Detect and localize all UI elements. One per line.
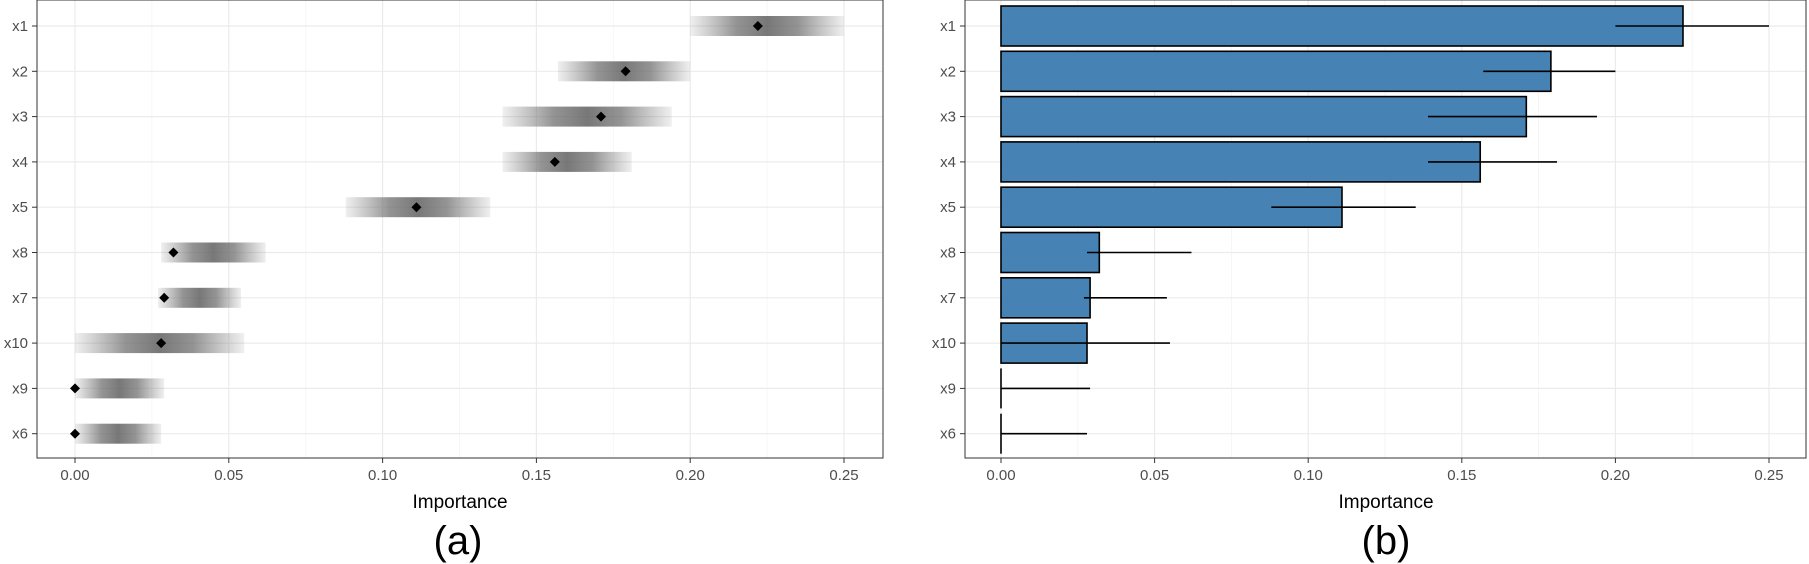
- panel-a-x-axis-title: Importance: [412, 492, 507, 513]
- y-tick-label-x1: x1: [12, 18, 28, 35]
- y-tick-label-x10: x10: [932, 335, 956, 352]
- panel-a-x-tick-labels: 0.00 0.05 0.10 0.15 0.20 0.25: [60, 458, 859, 484]
- x-tick-label: 0.25: [1754, 467, 1783, 484]
- y-tick-label-x9: x9: [12, 380, 28, 397]
- panel-a-y-tick-labels: x1 x2 x3 x4 x5 x8 x7 x10 x9 x6: [4, 18, 37, 443]
- panel-b-frame: [964, 0, 1807, 459]
- point-estimate-x4: [549, 156, 560, 167]
- y-tick-label-x10: x10: [4, 335, 28, 352]
- y-tick-label-x4: x4: [12, 154, 28, 171]
- panel-b-marks: [1000, 5, 1769, 454]
- y-tick-label-x5: x5: [940, 199, 956, 216]
- x-tick-label: 0.20: [676, 467, 705, 484]
- panel-a-marks: [70, 16, 844, 444]
- interval-band-x7: [158, 287, 242, 308]
- panel-b-x-tick-labels: 0.00 0.05 0.10 0.15 0.20 0.25: [986, 458, 1784, 484]
- y-tick-label-x7: x7: [940, 290, 956, 307]
- x-tick-label: 0.25: [829, 467, 858, 484]
- panel-b-label: (b): [1362, 519, 1411, 563]
- interval-band-x9: [75, 378, 165, 399]
- y-tick-label-x6: x6: [12, 426, 28, 443]
- y-tick-label-x6: x6: [940, 426, 956, 443]
- x-tick-label: 0.05: [1140, 467, 1169, 484]
- x-tick-label: 0.15: [522, 467, 551, 484]
- interval-band-x3: [502, 106, 672, 127]
- interval-band-x8: [161, 242, 266, 263]
- point-estimate-x10: [156, 338, 167, 349]
- y-tick-label-x7: x7: [12, 290, 28, 307]
- point-estimate-x1: [752, 21, 763, 31]
- x-tick-label: 0.00: [60, 467, 89, 484]
- y-tick-label-x8: x8: [940, 245, 956, 262]
- y-tick-label-x5: x5: [12, 199, 28, 216]
- interval-band-x6: [75, 423, 162, 444]
- bar-x4: [1000, 141, 1482, 183]
- point-estimate-x2: [620, 66, 631, 77]
- y-tick-label-x1: x1: [940, 18, 956, 35]
- panel-b-x-axis-title: Importance: [1338, 492, 1433, 513]
- panel-a-plot-area: [37, 0, 883, 458]
- bar-x7: [1000, 276, 1091, 319]
- y-tick-label-x8: x8: [12, 245, 28, 262]
- bar-x2: [1000, 50, 1552, 93]
- y-tick-label-x9: x9: [940, 380, 956, 397]
- panel-a-frame: [36, 0, 884, 459]
- y-tick-label-x3: x3: [12, 109, 28, 126]
- point-estimate-x3: [595, 111, 606, 122]
- y-tick-label-x2: x2: [940, 63, 956, 80]
- bar-x1: [1000, 5, 1684, 47]
- panel-a-label: (a): [434, 519, 483, 563]
- x-tick-label: 0.20: [1601, 467, 1630, 484]
- x-tick-label: 0.10: [368, 467, 397, 484]
- y-tick-label-x4: x4: [940, 154, 956, 171]
- x-tick-label: 0.10: [1294, 467, 1323, 484]
- point-estimate-x6: [70, 428, 80, 439]
- bar-x8: [1000, 231, 1101, 274]
- x-tick-label: 0.00: [986, 467, 1015, 484]
- panel-b-y-tick-labels: x1 x2 x3 x4 x5 x8 x7 x10 x9 x6: [932, 18, 965, 443]
- x-tick-label: 0.05: [214, 467, 243, 484]
- interval-band-x4: [502, 151, 632, 172]
- y-tick-label-x2: x2: [12, 63, 28, 80]
- y-tick-label-x3: x3: [940, 109, 956, 126]
- point-estimate-x8: [168, 247, 179, 258]
- point-estimate-x9: [70, 383, 80, 394]
- point-estimate-x5: [411, 202, 422, 213]
- point-estimate-x7: [159, 292, 170, 303]
- interval-band-x1: [690, 16, 844, 36]
- x-tick-label: 0.15: [1447, 467, 1476, 484]
